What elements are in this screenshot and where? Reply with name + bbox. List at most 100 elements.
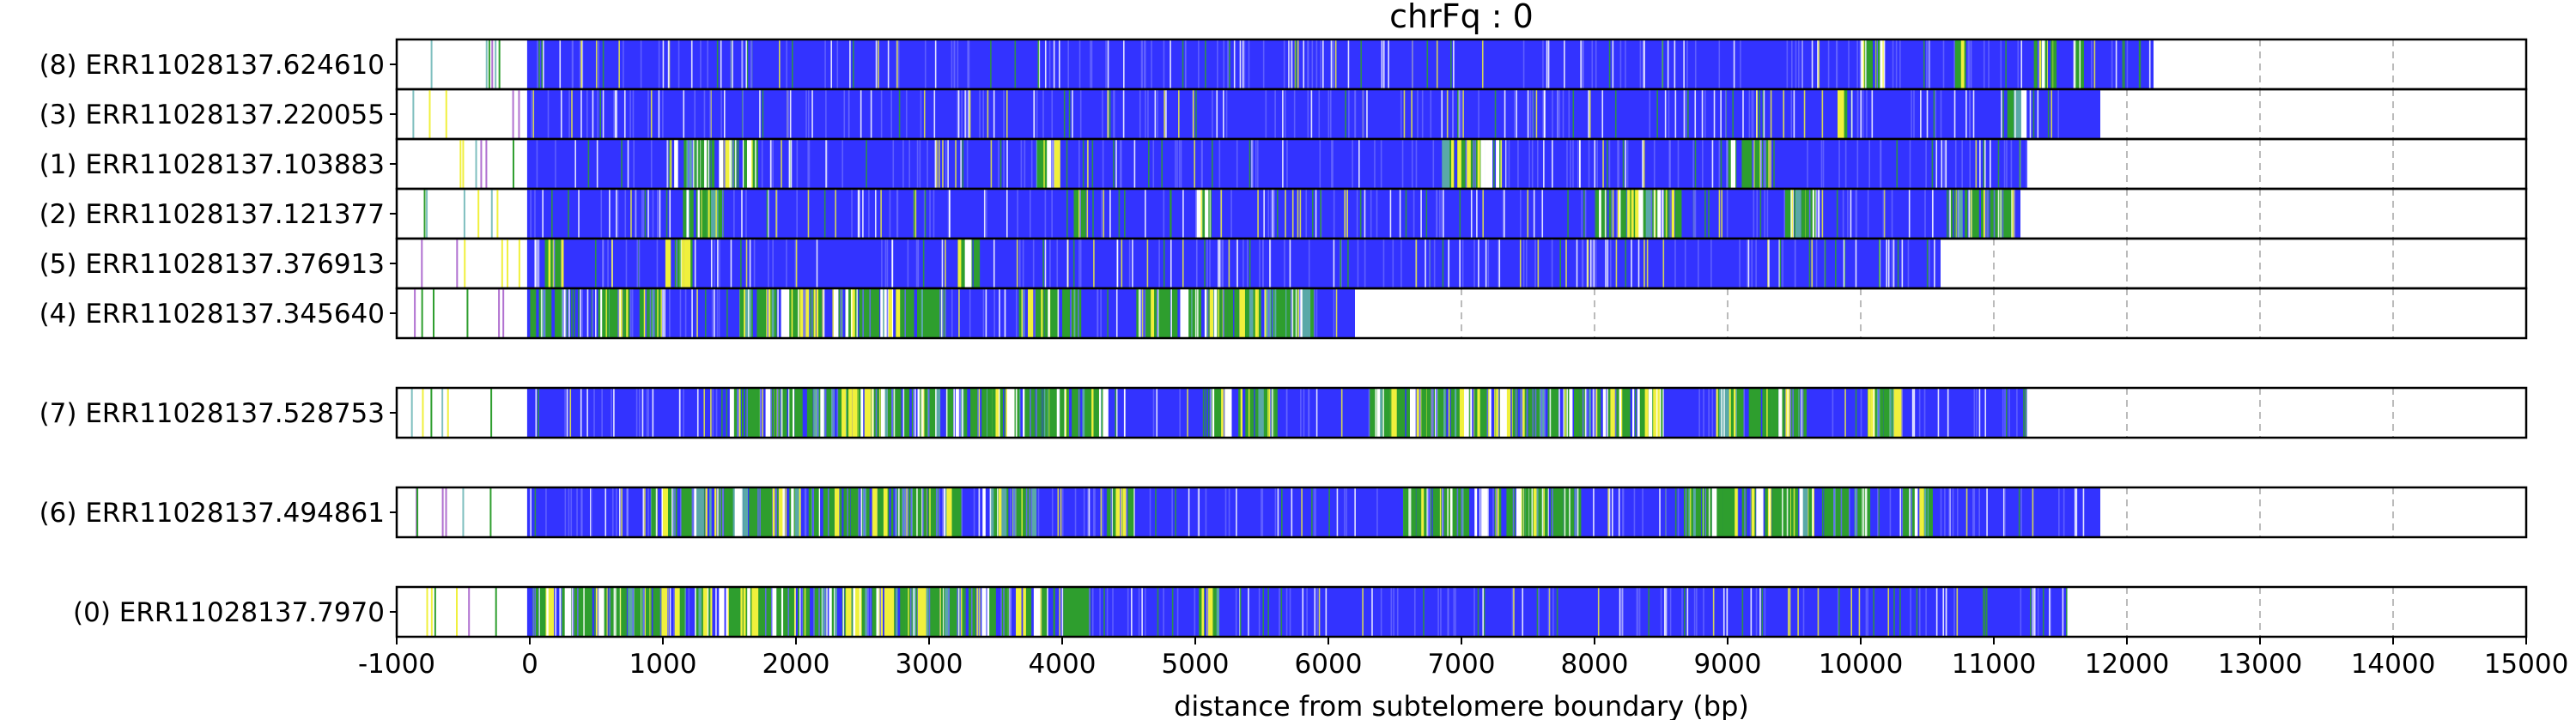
stripe	[1433, 239, 1436, 288]
stripe	[629, 288, 632, 338]
stripe	[680, 239, 683, 288]
stripe	[716, 288, 719, 338]
variant-stripe	[2009, 89, 2015, 139]
stripe	[2029, 89, 2032, 139]
stripe	[2037, 587, 2039, 637]
stripe	[534, 487, 537, 537]
stripe	[824, 39, 826, 89]
stripe	[886, 239, 889, 288]
stripe	[742, 39, 744, 89]
stripe	[1029, 189, 1031, 239]
stripe	[1612, 39, 1614, 89]
variant-stripe	[1026, 587, 1032, 637]
variant-stripe	[869, 288, 875, 338]
variant-stripe	[1556, 487, 1564, 537]
stripe	[1056, 239, 1059, 288]
variant-stripe	[1280, 288, 1286, 338]
stripe	[1822, 139, 1825, 189]
stripe	[1978, 487, 1980, 537]
variant-stripe	[1959, 189, 1963, 239]
stripe	[1532, 89, 1534, 139]
stripe	[1547, 487, 1549, 537]
stripe	[1762, 89, 1765, 139]
stripe	[1269, 239, 1271, 288]
stripe	[796, 189, 798, 239]
stripe	[785, 487, 787, 537]
variant-stripe	[829, 487, 835, 537]
stripe	[1013, 487, 1015, 537]
stripe	[618, 487, 621, 537]
stripe	[1345, 89, 1346, 139]
variant-stripe	[1205, 189, 1211, 239]
stripe	[2023, 388, 2025, 438]
variant-stripe	[1516, 487, 1522, 537]
stripe	[1152, 388, 1155, 438]
variant-stripe	[750, 288, 753, 338]
variant-stripe	[1437, 388, 1443, 438]
stripe	[1929, 487, 1931, 537]
stripe	[1608, 388, 1611, 438]
stripe	[1144, 39, 1145, 89]
stripe	[1552, 587, 1554, 637]
stripe	[1708, 189, 1710, 239]
variant-stripe	[1920, 487, 1928, 537]
stripe	[1923, 388, 1926, 438]
stripe	[1844, 139, 1847, 189]
stripe	[872, 587, 874, 637]
stripe-marks	[535, 388, 2027, 438]
variant-stripe	[1195, 189, 1203, 239]
stripe	[1030, 388, 1031, 438]
prefix-tick	[410, 388, 413, 438]
stripe	[1498, 388, 1500, 438]
variant-stripe	[1883, 388, 1890, 438]
stripe	[933, 189, 935, 239]
stripe	[1763, 139, 1765, 189]
stripe	[1141, 39, 1143, 89]
stripe	[2057, 89, 2060, 139]
stripe	[942, 587, 945, 637]
stripe	[1487, 239, 1490, 288]
stripe	[1856, 39, 1858, 89]
variant-stripe	[1145, 288, 1148, 338]
stripe	[1811, 39, 1814, 89]
stripe	[1314, 587, 1316, 637]
stripe	[782, 487, 784, 537]
stripe	[1901, 239, 1904, 288]
stripe	[1803, 89, 1806, 139]
stripe	[2001, 89, 2002, 139]
stripe	[1178, 89, 1180, 139]
stripe	[1997, 139, 2000, 189]
stripe	[905, 487, 907, 537]
stripe	[775, 487, 777, 537]
stripe	[650, 89, 653, 139]
variant-stripe	[1504, 388, 1511, 438]
stripe	[1865, 487, 1868, 537]
stripe	[1643, 139, 1645, 189]
stripe	[1973, 487, 1976, 537]
stripe	[900, 388, 902, 438]
stripe	[2019, 139, 2021, 189]
stripe	[1997, 189, 2000, 239]
stripe	[562, 288, 564, 338]
stripe	[921, 388, 924, 438]
stripe	[1661, 388, 1663, 438]
variant-stripe	[1599, 189, 1601, 239]
stripe	[1347, 239, 1349, 288]
variant-stripe	[1107, 487, 1113, 537]
stripe	[1591, 239, 1594, 288]
stripe	[1811, 239, 1814, 288]
variant-stripe	[1717, 487, 1723, 537]
stripe	[1100, 487, 1103, 537]
stripe	[750, 39, 752, 89]
read-row: (2) ERR11028137.121377	[39, 187, 2528, 240]
stripe	[1333, 39, 1334, 89]
stripe	[1698, 388, 1700, 438]
prefix-tick	[488, 39, 490, 89]
prefix-tick	[475, 139, 477, 189]
stripe	[1102, 139, 1104, 189]
stripe	[1569, 487, 1571, 537]
variant-stripe	[1024, 388, 1031, 438]
stripe	[1115, 388, 1118, 438]
stripe	[662, 39, 665, 89]
stripe	[1421, 89, 1424, 139]
